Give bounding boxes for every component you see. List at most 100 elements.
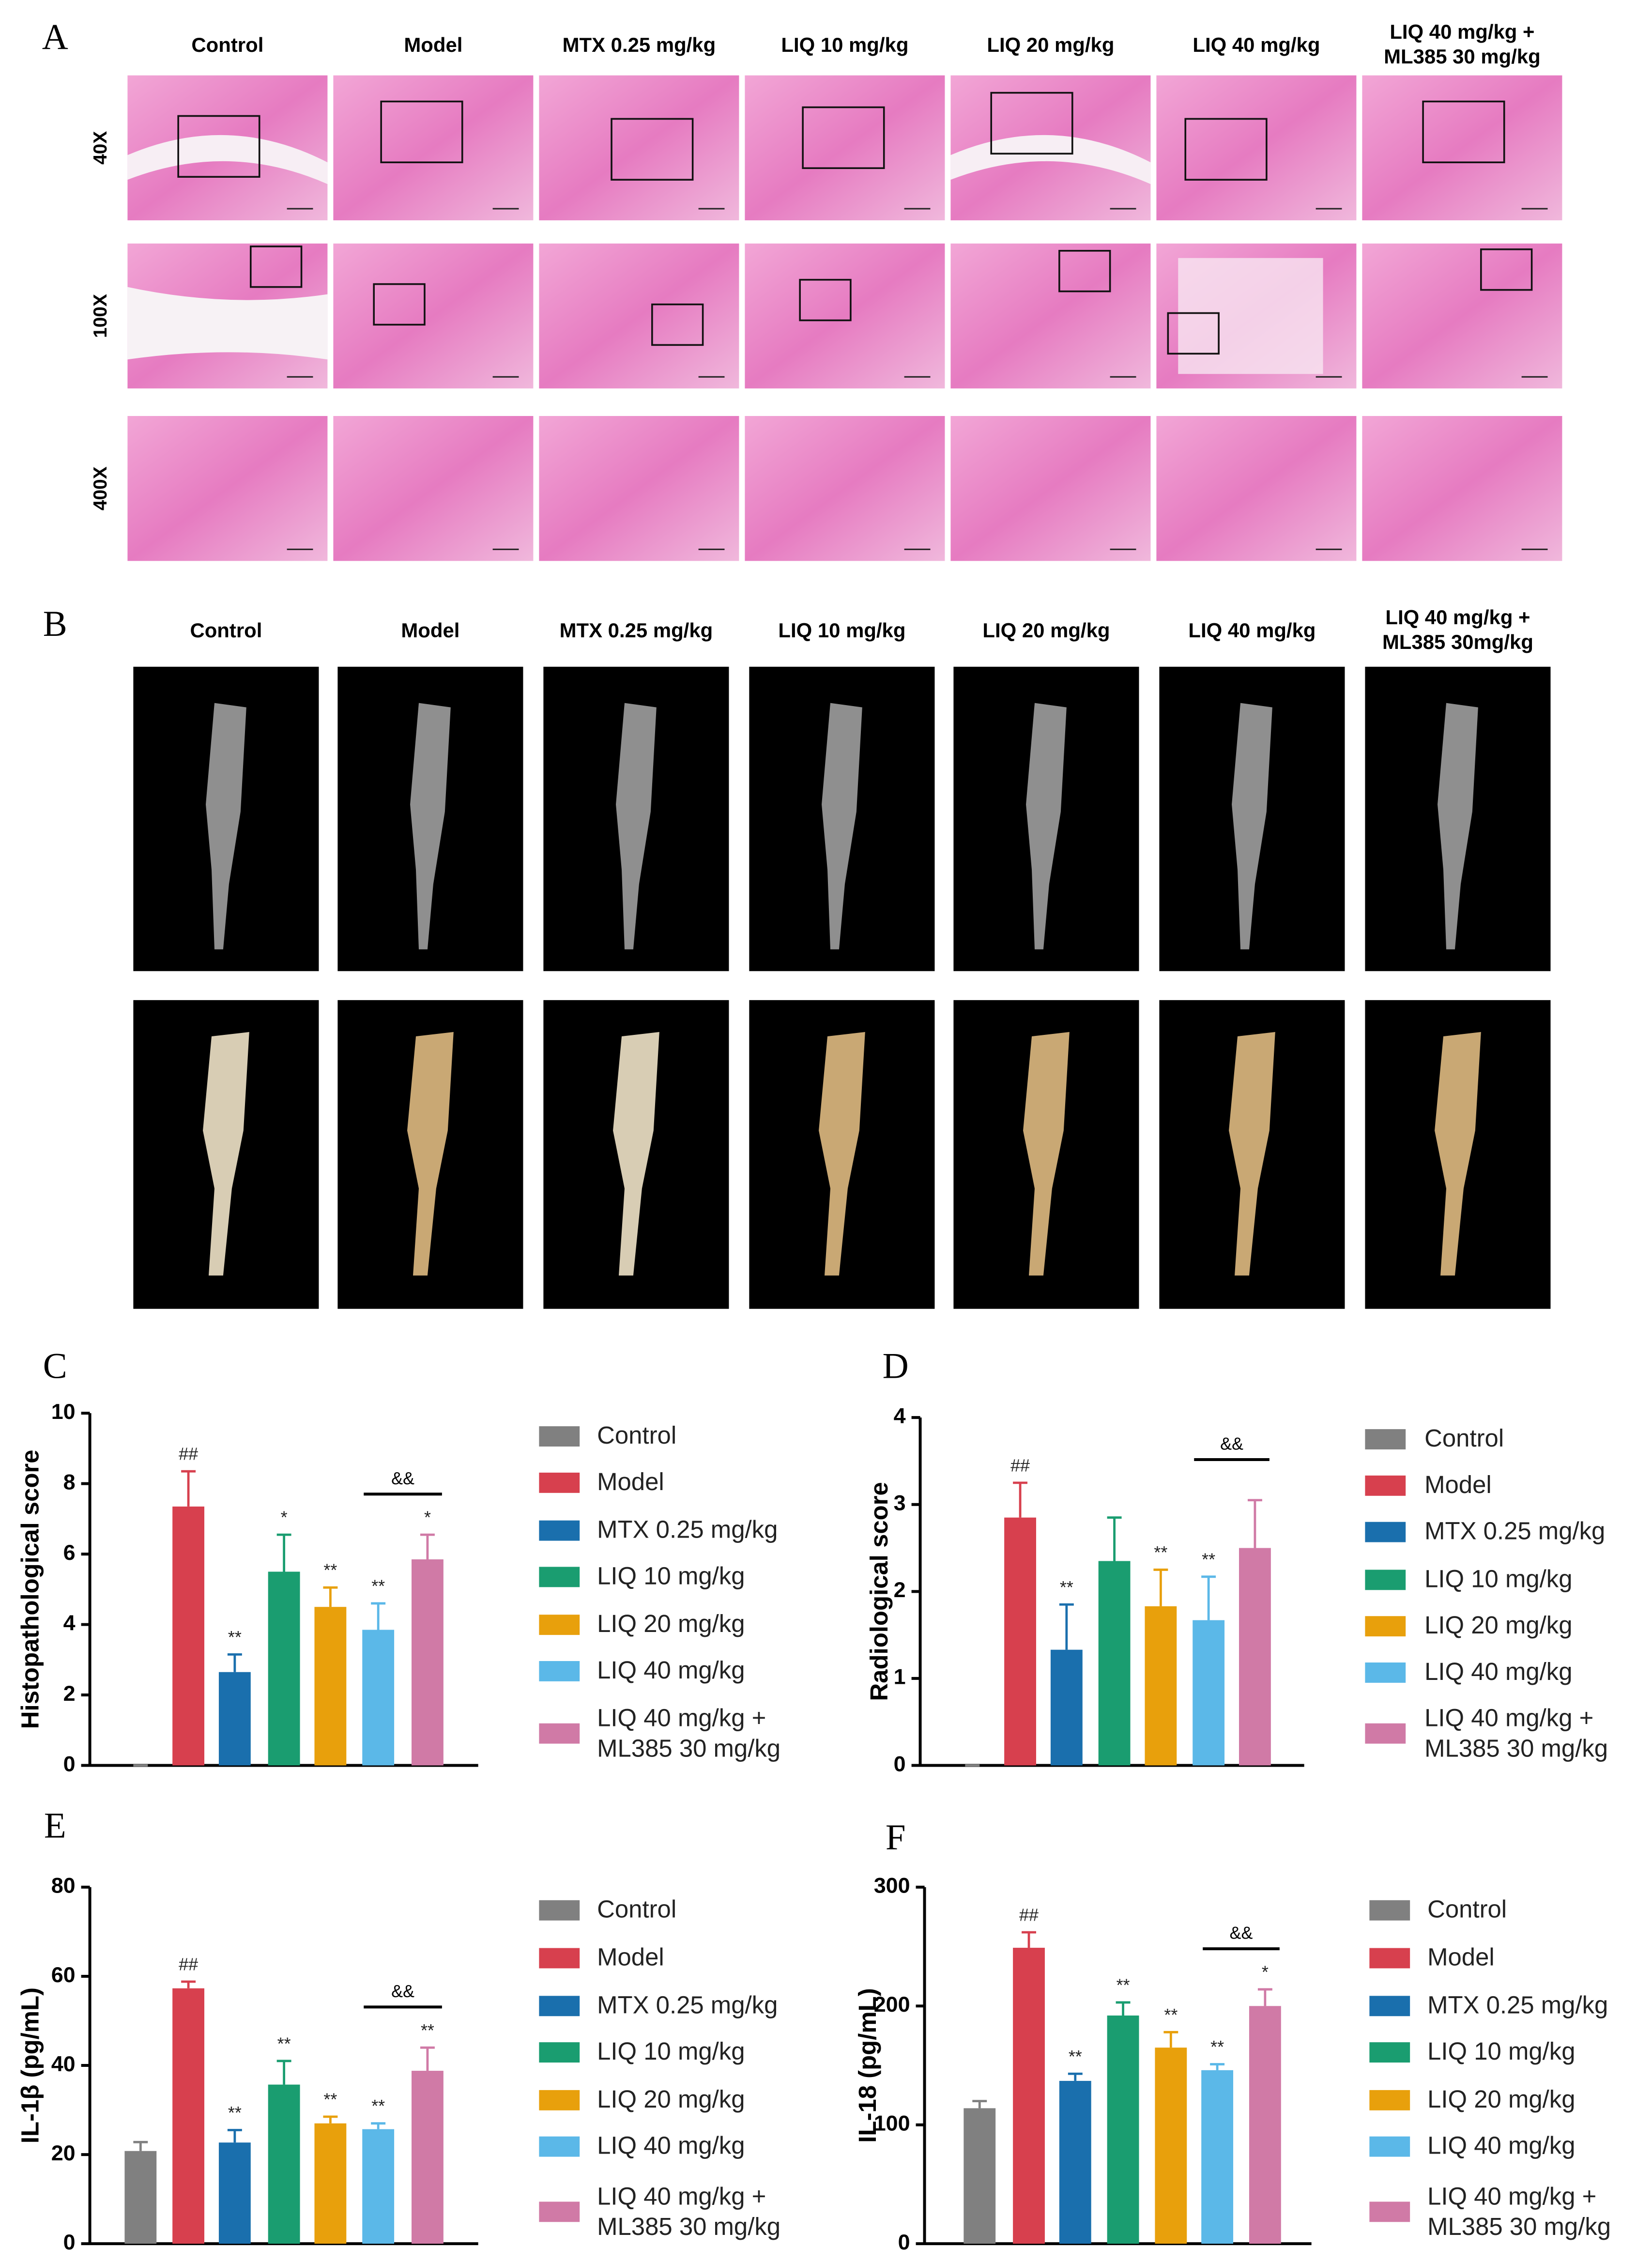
y-tick-label: 20 xyxy=(51,2140,76,2165)
xray-bone xyxy=(822,703,862,950)
legend-entry: LIQ 40 mg/kg + ML385 30 mg/kg xyxy=(1427,2183,1611,2241)
micrograph xyxy=(1362,416,1562,561)
error-bar xyxy=(1107,1516,1122,1561)
legend-swatch xyxy=(539,1472,580,1493)
significance-label: ** xyxy=(277,2033,291,2053)
error-bar xyxy=(323,1586,338,1607)
bar xyxy=(1059,2080,1091,2244)
legend-label: LIQ 20 mg/kg xyxy=(1427,2085,1576,2113)
legend-label: LIQ 40 mg/kg xyxy=(1427,2132,1576,2160)
micrograph xyxy=(333,243,534,389)
error-bar xyxy=(420,2046,435,2071)
legend-entry: LIQ 20 mg/kg xyxy=(597,1610,745,1638)
bar xyxy=(362,1630,395,1766)
micrograph xyxy=(1362,75,1562,220)
bar xyxy=(1004,1517,1036,1766)
legend-label: LIQ 40 mg/kg xyxy=(597,1657,745,1684)
legend-entry: LIQ 40 mg/kg xyxy=(597,2132,745,2160)
column-label: LIQ 40 mg/kg + xyxy=(1385,606,1530,629)
legend-swatch xyxy=(1369,1900,1410,1921)
ct-bone xyxy=(203,1032,249,1276)
panel-label: D xyxy=(883,1346,909,1386)
micrograph xyxy=(950,243,1151,389)
significance-label: ## xyxy=(179,1955,198,1974)
bar xyxy=(1155,2047,1187,2244)
micrograph xyxy=(950,416,1151,561)
legend-label: Model xyxy=(1424,1471,1492,1499)
error-bar xyxy=(1153,1569,1168,1606)
micrograph xyxy=(1156,416,1357,561)
column-label: Control xyxy=(191,33,263,56)
legend-label: Model xyxy=(597,1468,664,1496)
legend-swatch xyxy=(539,2136,580,2157)
error-bar xyxy=(323,2115,338,2124)
y-tick-label: 0 xyxy=(894,1751,906,1776)
micrograph xyxy=(539,75,739,220)
bar xyxy=(1239,1548,1271,1766)
legend-entry: LIQ 40 mg/kg xyxy=(1424,1658,1572,1686)
y-tick-label: 40 xyxy=(51,2051,76,2076)
bar xyxy=(1145,1606,1177,1766)
legend-label: LIQ 40 mg/kg + ML385 30 mg/kg xyxy=(597,2183,781,2241)
bar xyxy=(124,2151,157,2244)
column-label: Model xyxy=(404,33,462,56)
legend-swatch xyxy=(539,1615,580,1635)
legend-entry: LIQ 10 mg/kg xyxy=(1427,2038,1575,2065)
ct-bone xyxy=(819,1032,865,1276)
y-tick-label: 4 xyxy=(894,1403,906,1428)
zoom-box xyxy=(990,92,1073,155)
legend-label: LIQ 40 mg/kg xyxy=(597,2132,745,2160)
zoom-box xyxy=(799,278,852,322)
legend-label: LIQ 20 mg/kg xyxy=(1424,1612,1573,1640)
significance-label: ## xyxy=(1019,1905,1039,1925)
error-bar xyxy=(133,2140,148,2151)
panel-label: E xyxy=(44,1805,66,1846)
legend-label: MTX 0.25 mg/kg xyxy=(597,1991,778,2019)
column-label: LIQ 20 mg/kg xyxy=(987,33,1114,56)
significance-label: ** xyxy=(1117,1975,1130,1995)
column-label: LIQ 10 mg/kg xyxy=(781,33,908,56)
bar xyxy=(314,2123,347,2244)
bar xyxy=(218,2142,251,2244)
bar xyxy=(964,2108,996,2244)
column-label: ML385 30 mg/kg xyxy=(1384,45,1541,68)
joint-space xyxy=(127,287,328,360)
y-tick-label: 10 xyxy=(51,1399,76,1424)
error-bar xyxy=(420,1533,435,1559)
bar xyxy=(1193,1620,1225,1766)
column-label: Model xyxy=(401,619,459,642)
column-label: MTX 0.25 mg/kg xyxy=(563,33,716,56)
legend-entry: LIQ 10 mg/kg xyxy=(597,2038,745,2066)
zoom-box xyxy=(802,106,885,169)
legend-label: MTX 0.25 mg/kg xyxy=(1424,1517,1606,1545)
zoom-box xyxy=(1480,248,1533,291)
legend-entry: LIQ 40 mg/kg xyxy=(1427,2132,1576,2160)
xray-bone xyxy=(1438,703,1478,950)
legend-swatch xyxy=(539,1661,580,1681)
micrograph xyxy=(539,416,739,561)
bar xyxy=(1201,2070,1234,2244)
xray-bone xyxy=(616,703,657,950)
zoom-box xyxy=(1058,250,1111,292)
zoom-box xyxy=(1167,312,1220,355)
xray-bone xyxy=(206,703,246,950)
legend-label: Model xyxy=(1427,1943,1495,1971)
legend-swatch xyxy=(1365,1429,1406,1450)
bar xyxy=(172,1506,205,1766)
legend-swatch xyxy=(539,1996,580,2017)
legend-label: LIQ 10 mg/kg xyxy=(597,2038,745,2066)
ct-bone xyxy=(613,1032,659,1276)
legend-entry: Model xyxy=(1424,1471,1492,1499)
y-tick-label: 60 xyxy=(51,1962,76,1987)
legend-entry: LIQ 10 mg/kg xyxy=(597,1562,745,1590)
legend-label: Control xyxy=(597,1422,677,1450)
legend-entry: LIQ 40 mg/kg xyxy=(597,1657,745,1684)
legend-swatch xyxy=(539,2090,580,2110)
error-bar xyxy=(1022,1931,1036,1948)
bar xyxy=(314,1607,347,1766)
y-tick-label: 4 xyxy=(63,1610,76,1635)
comparison-label: && xyxy=(391,1468,414,1488)
legend-entry: Control xyxy=(1424,1425,1504,1452)
error-bar xyxy=(181,1980,196,1988)
